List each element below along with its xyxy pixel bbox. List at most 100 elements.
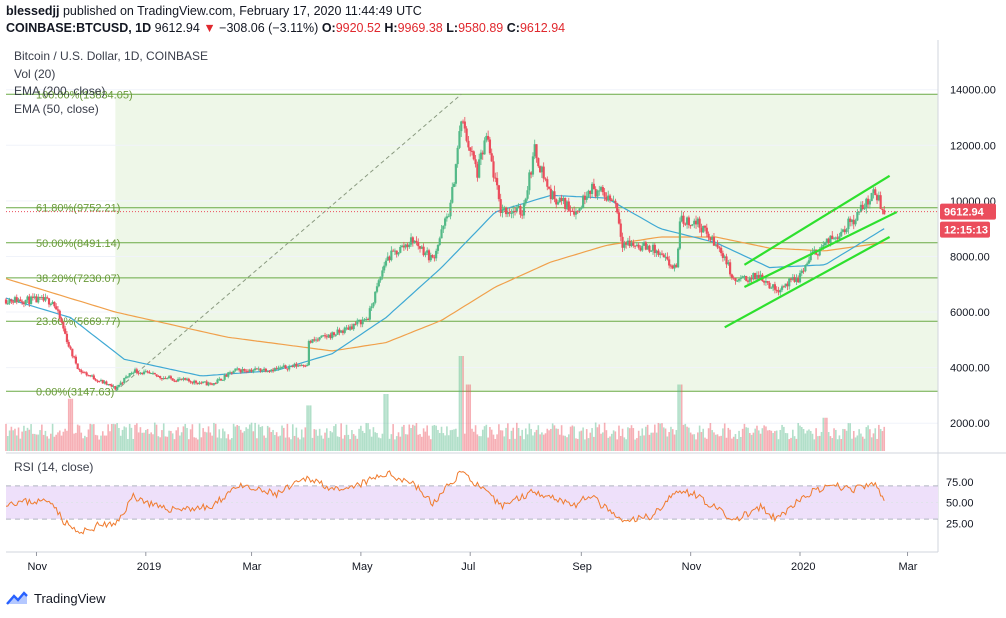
candle-body: [314, 339, 318, 341]
volume-bar: [274, 434, 276, 451]
volume-bar: [53, 436, 56, 451]
candle-body: [728, 262, 732, 275]
publish-line: blessedjj published on TradingView.com, …: [6, 4, 422, 18]
volume-bar: [415, 423, 418, 451]
price-tick-label: 2000.00: [950, 418, 990, 430]
volume-bar: [501, 430, 504, 451]
candle-body: [596, 190, 599, 197]
candle-body: [89, 375, 92, 377]
volume-bar: [594, 422, 597, 451]
candle-body: [117, 384, 121, 387]
candle-body: [782, 286, 785, 288]
candle-body: [644, 242, 647, 250]
candle-body: [831, 235, 834, 240]
volume-bar: [188, 439, 190, 451]
candle-body: [81, 372, 85, 374]
candle-body: [865, 198, 868, 209]
low-value: 9580.89: [458, 21, 504, 35]
volume-bar: [254, 422, 256, 451]
candle-body: [764, 281, 768, 283]
candle-body: [861, 204, 864, 210]
candle-body: [786, 283, 789, 287]
candle-body: [191, 382, 194, 384]
candle-body: [669, 265, 673, 267]
candle-body: [160, 378, 164, 380]
close-value: 9612.94: [519, 21, 566, 35]
volume-bar: [741, 428, 744, 451]
candle-body: [62, 322, 65, 329]
candle-body: [675, 264, 678, 268]
candle-body: [354, 323, 357, 325]
volume-bar: [369, 429, 371, 451]
volume-bar: [804, 433, 807, 451]
volume-bar: [247, 428, 249, 451]
candle-body: [712, 236, 716, 246]
price-tick-label: 14000.00: [950, 85, 996, 97]
volume-bar: [593, 436, 595, 451]
candle-body: [539, 166, 542, 173]
volume-bar: [170, 430, 172, 451]
volume-bar: [639, 435, 642, 451]
time-tick-label: Sep: [572, 561, 592, 573]
volume-bar: [69, 398, 72, 451]
candle-body: [530, 172, 533, 175]
candle-body: [209, 382, 212, 384]
channel-middle-line: [743, 210, 898, 289]
volume-bar: [489, 427, 491, 451]
volume-bar: [406, 434, 409, 451]
candle-body: [107, 383, 110, 385]
volume-bar: [379, 438, 382, 451]
candle-body: [603, 192, 606, 197]
candle-body: [103, 381, 106, 384]
volume-bar: [881, 431, 884, 451]
candle-body: [241, 369, 244, 373]
volume-bar: [666, 436, 669, 451]
volume-bar: [465, 384, 468, 451]
volume-bar: [155, 424, 158, 451]
candle-body: [40, 296, 43, 298]
candle-body: [608, 195, 612, 200]
candle-body: [429, 255, 432, 261]
volume-bar: [161, 430, 163, 451]
volume-bar: [125, 427, 127, 451]
volume-bar: [817, 436, 819, 451]
candle-body: [832, 238, 836, 240]
volume-bar: [833, 428, 835, 451]
volume-bar: [732, 436, 735, 451]
volume-bar: [180, 432, 183, 451]
tradingview-logo-icon: [6, 591, 28, 605]
candle-body: [789, 278, 793, 280]
volume-bar: [546, 428, 549, 451]
candle-body: [22, 302, 26, 304]
candle-body: [875, 195, 879, 201]
candle-body: [625, 242, 628, 245]
volume-bar: [141, 432, 144, 451]
footer-brand[interactable]: TradingView: [34, 590, 106, 606]
candle-body: [494, 177, 497, 179]
volume-bar: [797, 423, 799, 451]
candle-body: [49, 303, 52, 305]
volume-bar: [234, 426, 237, 451]
volume-bar: [616, 439, 618, 451]
volume-bar: [596, 427, 599, 451]
volume-bar: [628, 428, 631, 451]
volume-bar: [309, 405, 312, 451]
volume-bar: [82, 438, 84, 451]
volume-bar: [265, 437, 267, 451]
candle-body: [33, 296, 36, 298]
time-tick-label: Mar: [243, 561, 262, 573]
author[interactable]: blessedjj: [6, 4, 60, 18]
candle-body: [53, 301, 56, 307]
candle-body: [157, 376, 160, 378]
candle-body: [392, 250, 395, 252]
volume-bar: [524, 428, 527, 451]
volume-bar: [55, 434, 57, 451]
price-chart[interactable]: 100.00%(13834.05) 61.80%(9752.21) 50.00%(8…: [0, 40, 1006, 585]
volume-bar: [438, 432, 441, 451]
volume-bar: [844, 429, 846, 451]
volume-bar: [725, 437, 728, 451]
volume-bar: [252, 431, 255, 451]
volume-bar: [207, 426, 210, 451]
candle-body: [628, 240, 631, 247]
candle-body: [340, 330, 343, 333]
